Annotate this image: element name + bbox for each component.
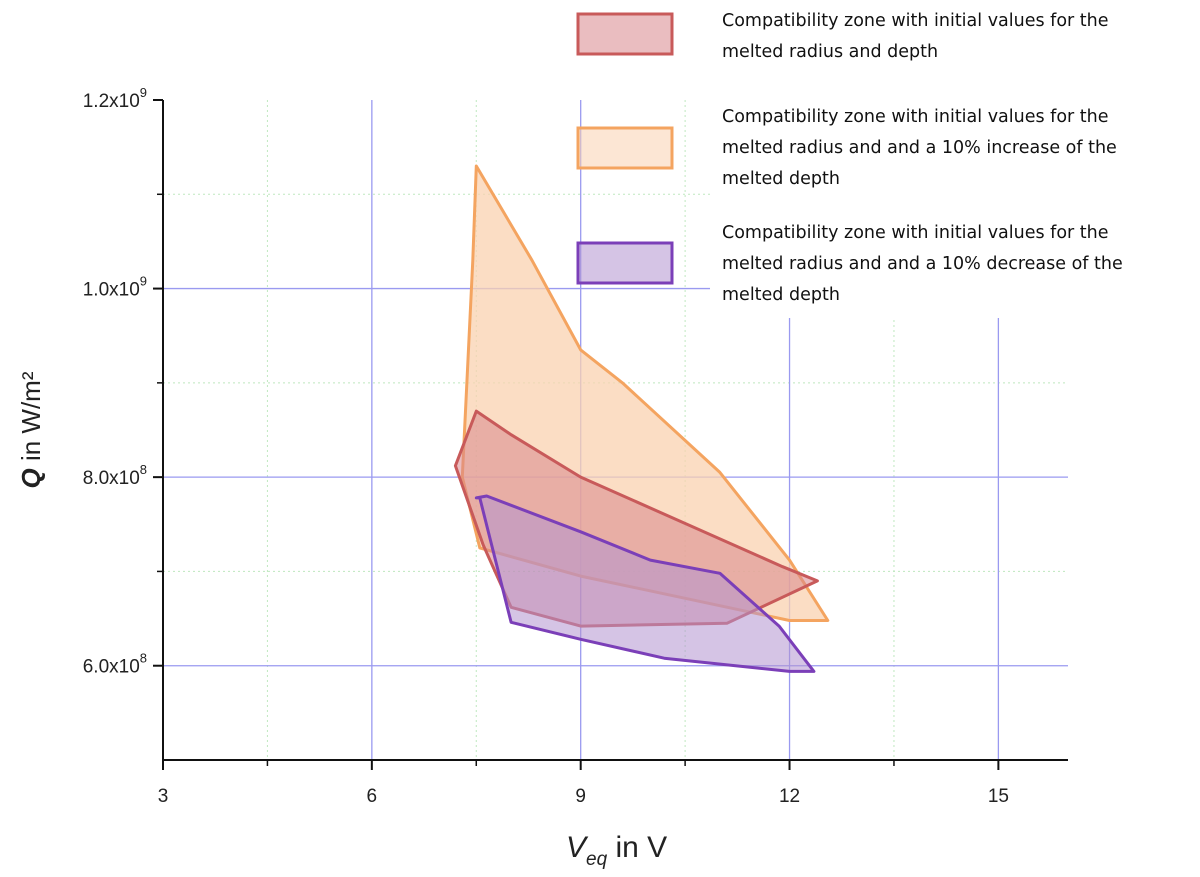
- legend-entry-text: melted depth: [722, 285, 840, 305]
- legend-entry-text: Compatibility zone with initial values f…: [722, 107, 1109, 127]
- legend-entry-text: melted radius and and a 10% decrease of …: [722, 254, 1123, 274]
- legend-background: [710, 0, 1200, 318]
- legend-entry-text: Compatibility zone with initial values f…: [722, 11, 1109, 31]
- grid: [163, 100, 1068, 760]
- legend: Compatibility zone with initial values f…: [576, 0, 1200, 318]
- x-tick-label: 9: [575, 786, 586, 807]
- y-tick-label: 1.2x109: [83, 85, 147, 112]
- compatibility-zones: [453, 164, 830, 673]
- y-tick-label: 8.0x108: [83, 462, 147, 489]
- y-tick-label: 1.0x109: [83, 274, 147, 301]
- x-tick-label: 15: [988, 786, 1009, 807]
- legend-swatch-2: [576, 12, 674, 56]
- legend-entry-text: Compatibility zone with initial values f…: [722, 223, 1109, 243]
- legend-entry-text: melted radius and and a 10% increase of …: [722, 138, 1117, 158]
- ticks: 3 6 9 12 15 6.0x108 8.0x108 1.0x109 1.2x109: [83, 85, 1009, 807]
- x-axis-label-sub: eq: [586, 849, 608, 870]
- legend-entry-text: melted depth: [722, 169, 840, 189]
- legend-swatch-3: [576, 241, 674, 285]
- y-axis-label-bold: Q: [16, 468, 46, 488]
- y-axis-label-rest: in W/m²: [16, 371, 46, 468]
- x-axis-label-rest: in V: [607, 831, 667, 864]
- y-axis-label: Q in W/m²: [16, 371, 46, 488]
- x-tick-label: 12: [779, 786, 800, 807]
- x-axis-label-main: V: [566, 831, 589, 864]
- x-tick-label: 6: [367, 786, 378, 807]
- y-tick-label: 6.0x108: [83, 651, 147, 678]
- x-axis-label: Veq in V: [566, 831, 667, 870]
- x-tick-label: 3: [158, 786, 169, 807]
- legend-swatch-1: [576, 126, 674, 170]
- legend-entry-text: melted radius and depth: [722, 42, 938, 62]
- zone-3: [474, 494, 816, 673]
- axes: [162, 100, 1068, 761]
